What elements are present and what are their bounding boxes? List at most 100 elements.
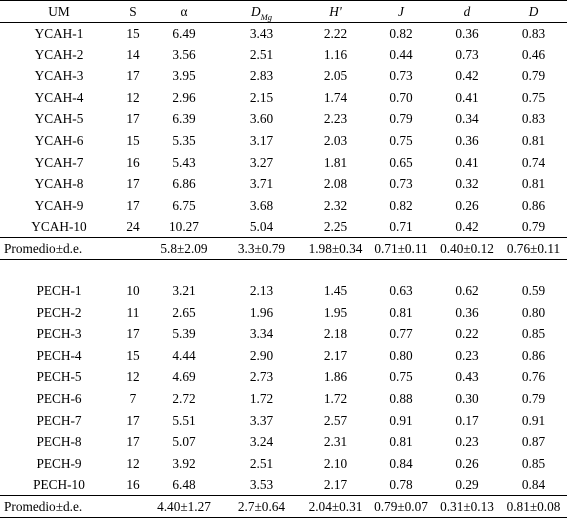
- table-cell: 3.24: [249, 434, 274, 450]
- table-cell: 1.86: [323, 369, 348, 385]
- table-row: YCAH-9 17 6.75 3.68 2.32 0.82 0.26 0.86: [0, 195, 567, 217]
- table-cell: Promedio±d.e.: [4, 240, 83, 256]
- table-cell: 2.32: [323, 197, 348, 213]
- table-row: YCAH-2 14 3.56 2.51 1.16 0.44 0.73 0.46: [0, 44, 567, 66]
- table-cell: 16: [126, 476, 140, 492]
- table-cell: 0.91: [521, 412, 546, 428]
- table-cell: 2.72: [172, 391, 196, 407]
- table-cell: 0.79: [521, 391, 546, 407]
- summary-row: Promedio±d.e. 4.40±1.27 2.7±0.64 2.04±0.31 0…: [0, 495, 567, 518]
- table-cell: [118, 496, 148, 518]
- table-cell: 2.03: [323, 133, 348, 148]
- table-cell: YCAH-6: [34, 133, 84, 148]
- table-cell: 0.34: [455, 111, 479, 127]
- table-cell: 0.23: [455, 434, 479, 450]
- table-cell: 6.39: [172, 111, 196, 127]
- table-cell: 0.75: [389, 133, 413, 148]
- table-cell: 0.85: [521, 326, 546, 342]
- table-cell: PECH-5: [36, 369, 82, 385]
- table-cell: 5.39: [172, 326, 196, 342]
- header-d-big: D: [528, 3, 539, 19]
- table-cell: 2.7±0.64: [237, 498, 286, 514]
- table-cell: 3.27: [249, 154, 274, 170]
- table-cell: PECH-10: [33, 476, 85, 492]
- table-cell: 5.04: [249, 218, 274, 234]
- table-cell: 0.29: [455, 476, 479, 492]
- table-cell: 0.76: [521, 369, 546, 385]
- table-cell: 14: [126, 46, 140, 62]
- header-s: S: [129, 3, 137, 19]
- table-cell: 12: [126, 369, 140, 385]
- ycah-summary-section: Promedio±d.e. 5.8±2.09 3.3±0.79 1.98±0.34 0.…: [0, 237, 567, 260]
- table-cell: PECH-2: [36, 304, 82, 320]
- section-gap: [0, 259, 567, 281]
- table-cell: 0.36: [455, 304, 479, 320]
- table-cell: 0.84: [389, 455, 413, 471]
- table-cell: 0.81: [521, 133, 546, 148]
- table-cell: 1.74: [323, 89, 348, 105]
- table-cell: YCAH-5: [34, 111, 84, 127]
- table-cell: 3.95: [172, 68, 196, 84]
- table-row: YCAH-5 17 6.39 3.60 2.23 0.79 0.34 0.83: [0, 109, 567, 131]
- header-dmg-main: D: [251, 3, 261, 19]
- table-row: YCAH-1 15 6.49 3.43 2.22 0.82 0.36 0.83: [0, 23, 567, 45]
- table-cell: 2.25: [323, 218, 348, 234]
- table-cell: 2.31: [323, 434, 348, 450]
- table-cell: 12: [126, 89, 140, 105]
- summary-row: Promedio±d.e. 5.8±2.09 3.3±0.79 1.98±0.34 0.…: [0, 237, 567, 260]
- table-cell: 0.76±0.11: [506, 240, 561, 256]
- table-cell: 0.71±0.11: [374, 240, 428, 256]
- table-cell: 1.72: [323, 391, 348, 407]
- table-cell: 0.91: [389, 412, 413, 428]
- table-cell: 0.32: [455, 176, 479, 192]
- table-cell: 0.83: [521, 25, 546, 41]
- table-cell: PECH-1: [36, 283, 82, 299]
- table-cell: 5.43: [172, 154, 196, 170]
- table-row: PECH-1 10 3.21 2.13 1.45 0.63 0.62 0.59: [0, 281, 567, 303]
- table-cell: 0.31±0.13: [440, 498, 494, 514]
- table-cell: 15: [126, 347, 140, 363]
- table-row: YCAH-6 15 5.35 3.17 2.03 0.75 0.36 0.81: [0, 130, 567, 152]
- table-row: YCAH-3 17 3.95 2.83 2.05 0.73 0.42 0.79: [0, 66, 567, 88]
- table-row: PECH-7 17 5.51 3.37 2.57 0.91 0.17 0.91: [0, 410, 567, 432]
- table-cell: PECH-8: [36, 434, 82, 450]
- table-cell: 0.87: [521, 434, 546, 450]
- table-cell: 0.84: [521, 476, 546, 492]
- table-cell: 6.75: [172, 197, 196, 213]
- table-cell: 0.26: [455, 197, 479, 213]
- table-cell: YCAH-3: [34, 68, 84, 84]
- table-cell: 0.62: [455, 283, 479, 299]
- table-cell: 2.96: [172, 89, 196, 105]
- table-cell: 0.44: [389, 46, 413, 62]
- table-cell: 0.80: [389, 347, 413, 363]
- table-cell: 1.16: [323, 46, 348, 62]
- table-row: PECH-9 12 3.92 2.51 2.10 0.84 0.26 0.85: [0, 453, 567, 475]
- table-cell: 2.23: [323, 111, 348, 127]
- table-cell: PECH-6: [36, 391, 82, 407]
- table-cell: 5.07: [172, 434, 196, 450]
- table-cell: 0.17: [455, 412, 479, 428]
- table-row: PECH-3 17 5.39 3.34 2.18 0.77 0.22 0.85: [0, 324, 567, 346]
- table-cell: 0.79: [389, 111, 413, 127]
- table-cell: 0.46: [521, 46, 546, 62]
- table-cell: 15: [126, 133, 140, 148]
- table-cell: 0.86: [521, 347, 546, 363]
- table-cell: 2.18: [323, 326, 348, 342]
- table-row: YCAH-10 24 10.27 5.04 2.25 0.71 0.42 0.79: [0, 216, 567, 238]
- table-cell: 0.41: [455, 154, 479, 170]
- table-cell: 3.37: [249, 412, 274, 428]
- table-cell: 0.79: [521, 68, 546, 84]
- table-cell: 2.15: [249, 89, 274, 105]
- table-cell: 15: [126, 25, 140, 41]
- table-cell: 2.90: [249, 347, 274, 363]
- table-cell: 0.75: [389, 369, 413, 385]
- table-cell: 6.48: [172, 476, 196, 492]
- table-cell: 0.22: [455, 326, 479, 342]
- table-cell: 6.86: [172, 176, 196, 192]
- table-cell: 3.17: [249, 133, 274, 148]
- table-cell: 0.82: [389, 197, 413, 213]
- table-cell: 1.72: [249, 391, 274, 407]
- table-cell: 3.68: [249, 197, 274, 213]
- table-cell: 5.35: [172, 133, 196, 148]
- table-cell: 0.26: [455, 455, 479, 471]
